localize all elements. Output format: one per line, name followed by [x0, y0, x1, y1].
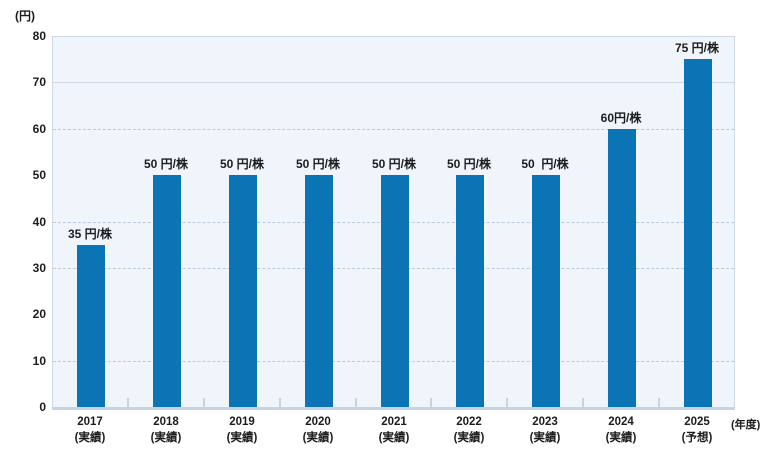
bar-value-label: 60円/株 [600, 111, 642, 125]
x-axis-unit-label: (年度) [731, 419, 761, 431]
category-year: 2025 [684, 416, 710, 428]
bar-value-label: 35 円/株 [67, 227, 113, 241]
y-tick-label-50: 50 [32, 168, 46, 182]
y-tick-label-10: 10 [32, 354, 46, 368]
y-axis-unit-label: (円) [15, 9, 35, 23]
x-axis-tick [279, 398, 281, 407]
x-axis-tick [658, 398, 660, 407]
y-tick-label-80: 80 [32, 29, 46, 43]
x-category-label-2023: 2023 (実績) [507, 415, 583, 445]
x-category-label-2024: 2024 (実績) [583, 415, 659, 445]
x-category-label-2021: 2021 (実績) [356, 415, 432, 445]
bar-value-label: 50 円/株 [371, 157, 417, 171]
bar-2020 [305, 175, 333, 407]
x-axis-tick [203, 398, 205, 407]
y-tick-label-70: 70 [32, 75, 46, 89]
x-category-label-2017: 2017 (実績) [52, 415, 128, 445]
category-status: (実績) [453, 432, 485, 444]
bar-2019 [229, 175, 257, 407]
x-category-label-2025: 2025 (予想) [659, 415, 735, 445]
bar-value-label: 50 円/株 [521, 157, 569, 171]
bar-2017 [77, 245, 105, 407]
bar-2024 [608, 129, 636, 407]
bar-value-label: 75 円/株 [674, 41, 720, 55]
bar-2025 [684, 59, 712, 407]
x-category-label-2018: 2018 (実績) [128, 415, 204, 445]
bar-2023 [532, 175, 560, 407]
x-category-label-2019: 2019 (実績) [204, 415, 280, 445]
category-status: (実績) [529, 432, 561, 444]
category-year: 2022 [456, 416, 482, 428]
bar-value-label: 50 円/株 [446, 157, 492, 171]
bar-value-label: 50 円/株 [295, 157, 341, 171]
x-axis-tick [506, 398, 508, 407]
category-status: (実績) [74, 432, 106, 444]
category-year: 2019 [229, 416, 255, 428]
category-year: 2018 [153, 416, 179, 428]
category-year: 2021 [381, 416, 407, 428]
x-category-label-2020: 2020 (実績) [280, 415, 356, 445]
x-category-label-2022: 2022 (実績) [431, 415, 507, 445]
plot-area [52, 36, 735, 407]
category-year: 2024 [608, 416, 634, 428]
bar-2021 [381, 175, 409, 407]
bar-value-label: 50 円/株 [219, 157, 265, 171]
bar-2018 [153, 175, 181, 407]
gridline-60 [53, 129, 734, 130]
category-status: (実績) [302, 432, 334, 444]
bar-2022 [456, 175, 484, 407]
x-axis-line [52, 407, 735, 410]
x-axis-tick [355, 398, 357, 407]
category-status: (実績) [605, 432, 637, 444]
y-tick-label-30: 30 [32, 261, 46, 275]
category-status: (予想) [681, 432, 713, 444]
x-axis-tick [127, 398, 129, 407]
category-year: 2020 [305, 416, 331, 428]
category-year: 2017 [77, 416, 103, 428]
category-status: (実績) [226, 432, 258, 444]
y-tick-label-40: 40 [32, 215, 46, 229]
category-status: (実績) [378, 432, 410, 444]
y-tick-label-60: 60 [32, 122, 46, 136]
bar-value-label: 50 円/株 [143, 157, 189, 171]
x-axis-tick [582, 398, 584, 407]
gridline-70 [53, 82, 734, 83]
x-axis-tick [430, 398, 432, 407]
category-status: (実績) [150, 432, 182, 444]
category-year: 2023 [532, 416, 558, 428]
gridline-80 [53, 36, 734, 37]
y-tick-label-0: 0 [39, 400, 46, 414]
y-tick-label-20: 20 [32, 307, 46, 321]
